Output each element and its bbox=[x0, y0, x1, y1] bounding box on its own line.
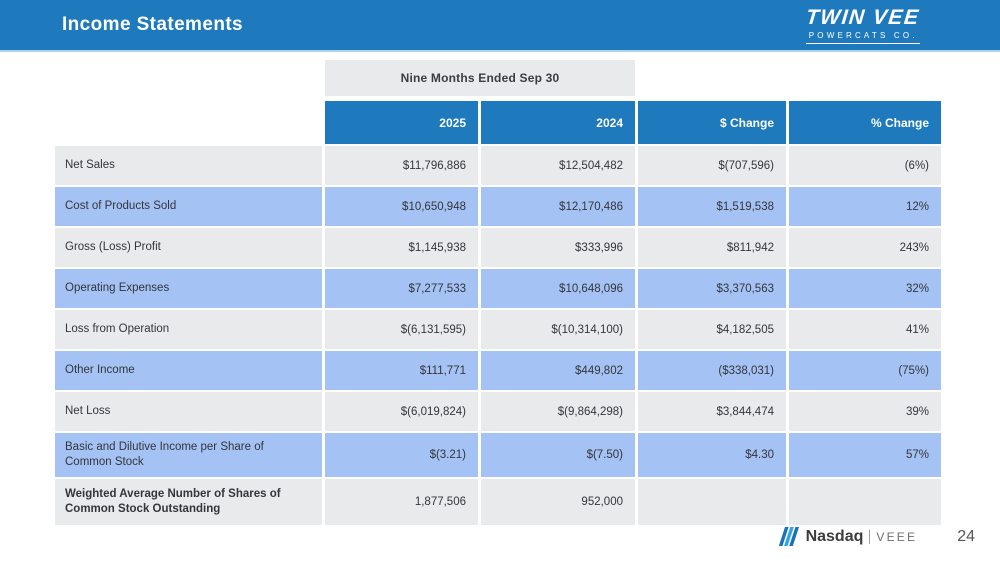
value-2025: $(3.21) bbox=[325, 433, 478, 477]
value-dollar-change: $3,370,563 bbox=[638, 269, 786, 308]
value-2024: $333,996 bbox=[481, 228, 635, 267]
value-2025: $111,771 bbox=[325, 351, 478, 390]
slide-footer: Nasdaq VEEE 24 bbox=[778, 527, 975, 546]
value-pct-change: 12% bbox=[789, 187, 941, 226]
value-dollar-change: $3,844,474 bbox=[638, 392, 786, 431]
value-2024: $12,504,482 bbox=[481, 146, 635, 185]
value-dollar-change: $4.30 bbox=[638, 433, 786, 477]
title-bar: Income Statements TWIN VEE POWERCATS CO. bbox=[0, 0, 1000, 52]
value-pct-change: 243% bbox=[789, 228, 941, 267]
column-header-2024: 2024 bbox=[481, 101, 635, 144]
value-dollar-change: ($338,031) bbox=[638, 351, 786, 390]
value-2025: $10,650,948 bbox=[325, 187, 478, 226]
value-2025: 1,877,506 bbox=[325, 479, 478, 525]
nasdaq-wordmark: Nasdaq bbox=[805, 527, 864, 545]
ticker-divider bbox=[869, 529, 871, 544]
table-row: Cost of Products Sold $10,650,948 $12,17… bbox=[55, 187, 941, 226]
table-row: Basic and Dilutive Income per Share of C… bbox=[55, 433, 941, 477]
ticker-symbol: VEEE bbox=[876, 529, 918, 544]
row-label: Loss from Operation bbox=[55, 310, 322, 349]
value-2024: $449,802 bbox=[481, 351, 635, 390]
row-label: Cost of Products Sold bbox=[55, 187, 322, 226]
row-label: Basic and Dilutive Income per Share of C… bbox=[55, 433, 322, 477]
value-2024: 952,000 bbox=[481, 479, 635, 525]
income-statement-table: 2025 2024 $ Change % Change Net Sales $1… bbox=[55, 101, 941, 527]
value-pct-change bbox=[789, 479, 941, 525]
value-pct-change: 41% bbox=[789, 310, 941, 349]
twinvee-logo: TWIN VEE POWERCATS CO. bbox=[805, 5, 922, 44]
value-2024: $(9,864,298) bbox=[481, 392, 635, 431]
nasdaq-icon bbox=[778, 527, 799, 546]
twinvee-logo-wordmark: TWIN VEE bbox=[805, 5, 922, 29]
value-2025: $(6,019,824) bbox=[325, 392, 478, 431]
row-label: Gross (Loss) Profit bbox=[55, 228, 322, 267]
header-spacer-cell bbox=[55, 101, 322, 144]
page-number: 24 bbox=[957, 527, 975, 545]
value-2024: $12,170,486 bbox=[481, 187, 635, 226]
row-label: Operating Expenses bbox=[55, 269, 322, 308]
value-2024: $10,648,096 bbox=[481, 269, 635, 308]
twinvee-logo-subtitle: POWERCATS CO. bbox=[806, 29, 920, 44]
row-label: Other Income bbox=[55, 351, 322, 390]
value-pct-change: (6%) bbox=[789, 146, 941, 185]
table-row: Net Sales $11,796,886 $12,504,482 $(707,… bbox=[55, 146, 941, 185]
value-2025: $11,796,886 bbox=[325, 146, 478, 185]
table-row: Weighted Average Number of Shares of Com… bbox=[55, 479, 941, 525]
value-dollar-change: $4,182,505 bbox=[638, 310, 786, 349]
row-label: Weighted Average Number of Shares of Com… bbox=[55, 479, 322, 525]
table-row: Other Income $111,771 $449,802 ($338,031… bbox=[55, 351, 941, 390]
value-2025: $(6,131,595) bbox=[325, 310, 478, 349]
row-label: Net Sales bbox=[55, 146, 322, 185]
value-dollar-change: $1,519,538 bbox=[638, 187, 786, 226]
table-row: Net Loss $(6,019,824) $(9,864,298) $3,84… bbox=[55, 392, 941, 431]
value-pct-change: (75%) bbox=[789, 351, 941, 390]
table-header-row: 2025 2024 $ Change % Change bbox=[55, 101, 941, 144]
table-row: Gross (Loss) Profit $1,145,938 $333,996 … bbox=[55, 228, 941, 267]
value-dollar-change: $(707,596) bbox=[638, 146, 786, 185]
value-2025: $1,145,938 bbox=[325, 228, 478, 267]
column-header-dollar-change: $ Change bbox=[638, 101, 786, 144]
value-2024: $(10,314,100) bbox=[481, 310, 635, 349]
table-span-header: Nine Months Ended Sep 30 bbox=[325, 60, 635, 96]
column-header-2025: 2025 bbox=[325, 101, 478, 144]
value-dollar-change: $811,942 bbox=[638, 228, 786, 267]
value-2024: $(7.50) bbox=[481, 433, 635, 477]
table-row: Loss from Operation $(6,131,595) $(10,31… bbox=[55, 310, 941, 349]
page-title: Income Statements bbox=[62, 14, 244, 35]
value-pct-change: 39% bbox=[789, 392, 941, 431]
table-row: Operating Expenses $7,277,533 $10,648,09… bbox=[55, 269, 941, 308]
row-label: Net Loss bbox=[55, 392, 322, 431]
value-pct-change: 57% bbox=[789, 433, 941, 477]
column-header-pct-change: % Change bbox=[789, 101, 941, 144]
value-2025: $7,277,533 bbox=[325, 269, 478, 308]
value-dollar-change bbox=[638, 479, 786, 525]
value-pct-change: 32% bbox=[789, 269, 941, 308]
nasdaq-brand: Nasdaq VEEE bbox=[778, 527, 918, 546]
